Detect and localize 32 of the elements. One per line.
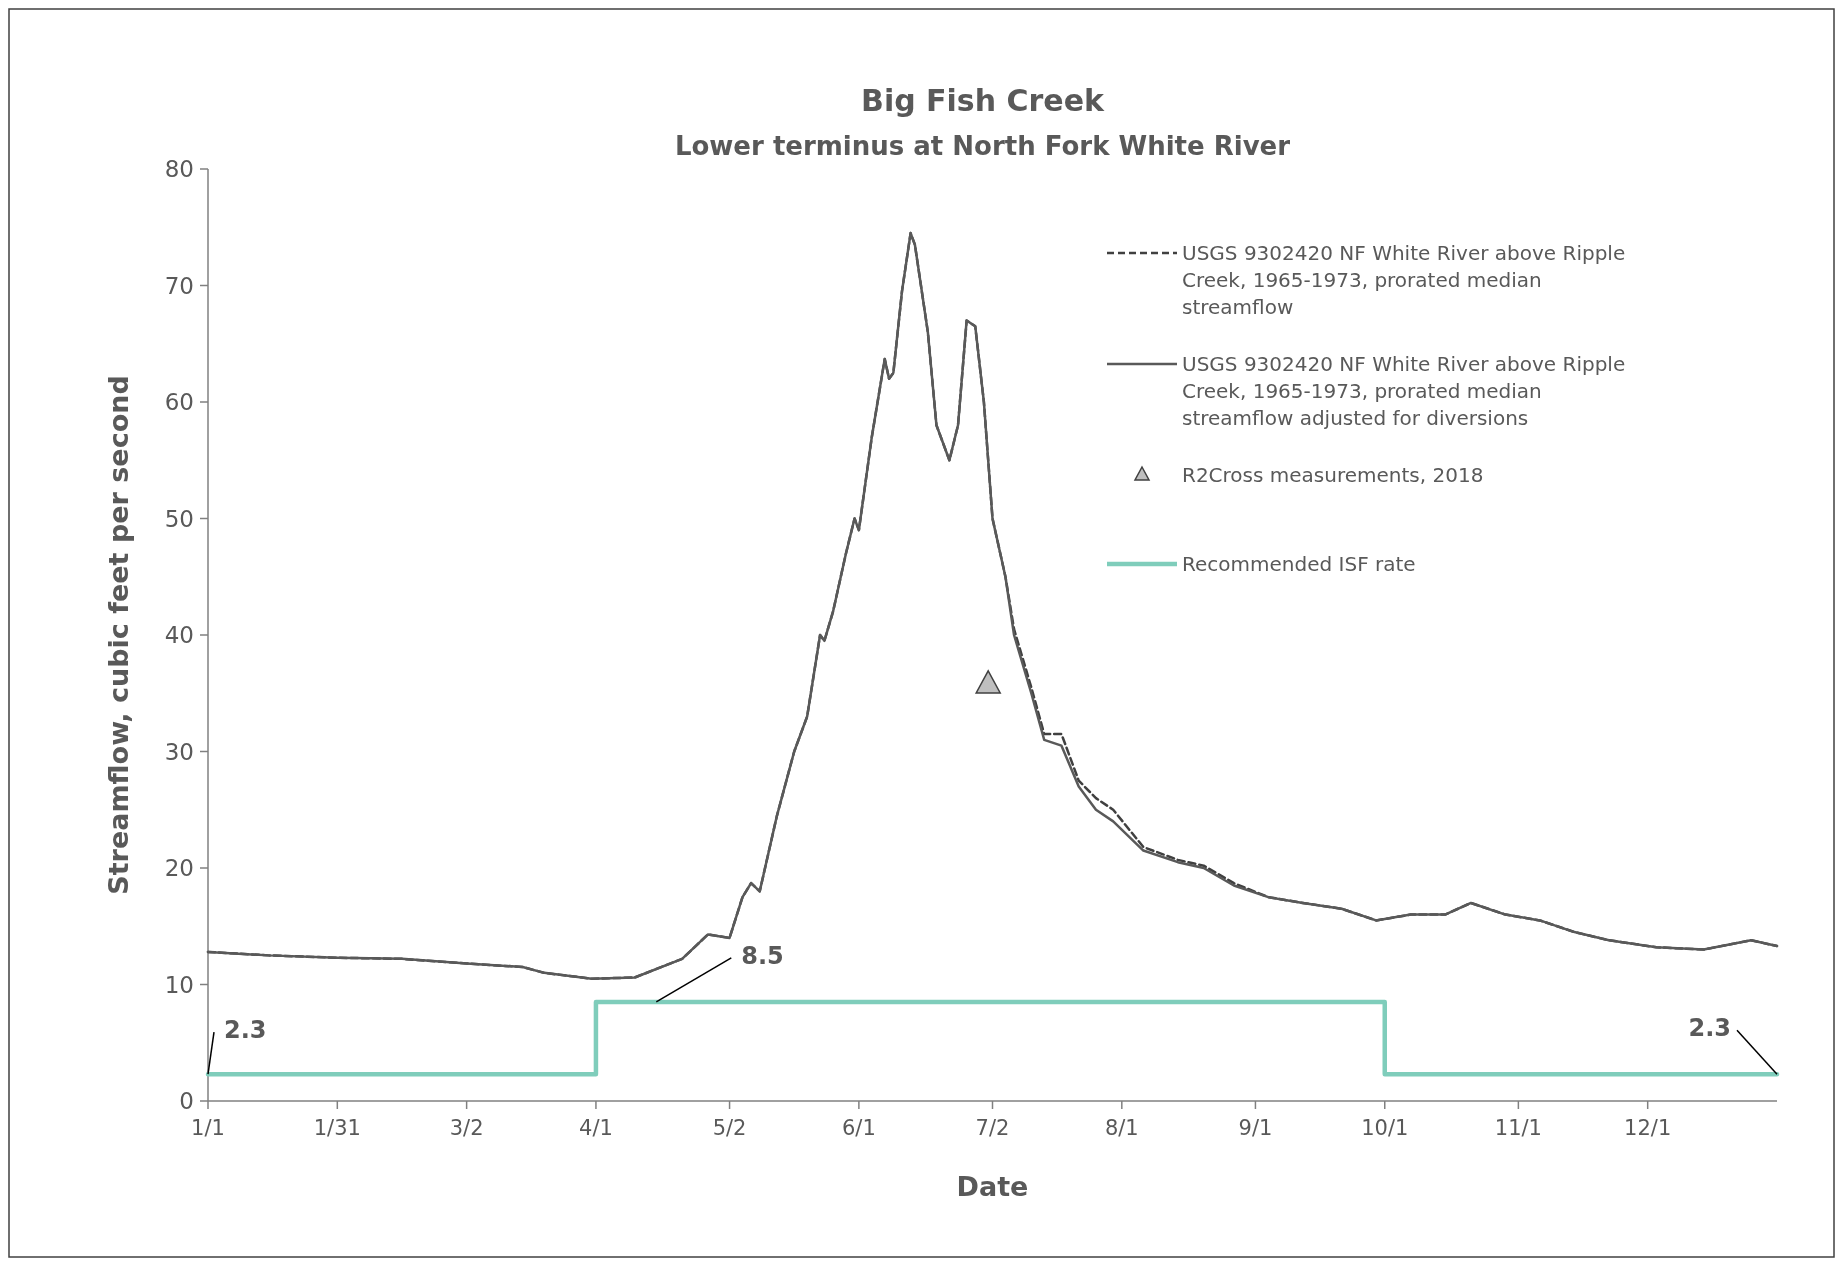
x-tick-label: 3/2 [449, 1116, 484, 1140]
x-tick-label: 7/2 [975, 1116, 1010, 1140]
y-tick-label: 20 [164, 855, 194, 881]
x-tick-label: 11/1 [1494, 1116, 1542, 1140]
chart-title: Big Fish Creek [861, 83, 1106, 118]
x-tick-label: 10/1 [1361, 1116, 1409, 1140]
chart-subtitle: Lower terminus at North Fork White River [674, 131, 1291, 161]
annotation: 8.5 [741, 941, 784, 970]
y-tick-label: 80 [164, 156, 194, 182]
annotation: 2.3 [224, 1016, 267, 1045]
x-tick-label: 1/1 [191, 1116, 225, 1140]
y-tick-label: 50 [164, 505, 194, 532]
legend-label: Recommended ISF rate [1182, 552, 1416, 576]
y-tick-label: 40 [164, 622, 194, 648]
legend-label: R2Cross measurements, 2018 [1182, 463, 1484, 487]
legend-label: USGS 9302420 NF White River above Ripple Creek, 1965-1973, prorated median streamflow adjusted for diversions [1182, 352, 1626, 430]
annotation: 2.3 [1688, 1014, 1731, 1043]
x-tick-label: 5/2 [712, 1116, 747, 1140]
x-axis-title: Date [956, 1171, 1029, 1202]
y-tick-label: 60 [164, 389, 194, 415]
y-tick-label: 0 [179, 1088, 194, 1114]
x-tick-label: 9/1 [1238, 1116, 1273, 1140]
y-axis-title: Streamflow, cubic feet per second [103, 375, 134, 895]
x-tick-label: 12/1 [1624, 1116, 1672, 1140]
y-tick-label: 10 [164, 971, 194, 998]
x-tick-label: 6/1 [841, 1116, 876, 1140]
legend-label: USGS 9302420 NF White River above Ripple Creek, 1965-1973, prorated median streamflow [1182, 241, 1626, 319]
y-tick-label: 30 [164, 738, 194, 765]
x-tick-label: 1/31 [313, 1116, 361, 1140]
x-tick-label: 4/1 [579, 1116, 613, 1140]
y-tick-label: 70 [164, 272, 194, 299]
x-tick-label: 8/1 [1104, 1116, 1139, 1140]
